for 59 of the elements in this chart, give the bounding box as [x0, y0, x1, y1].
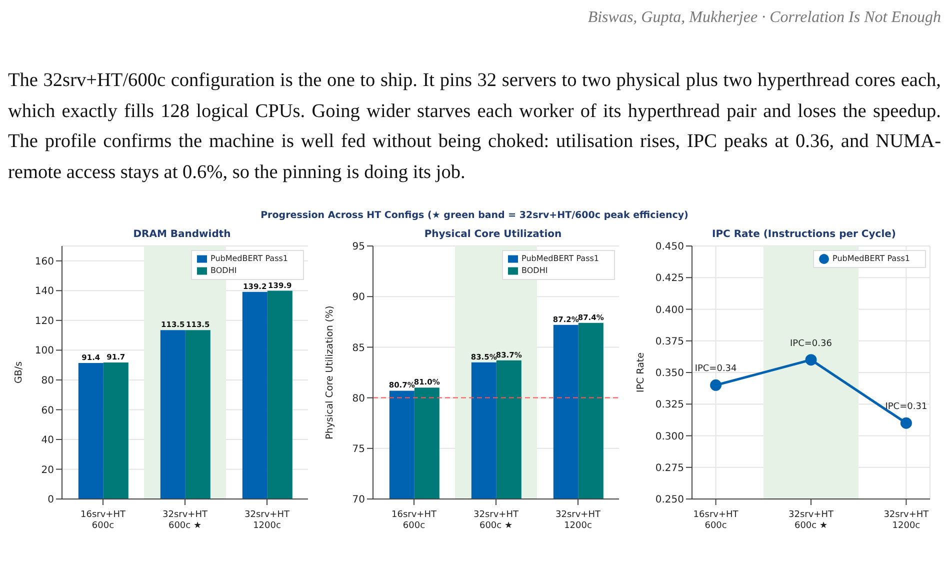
- text: Progression Across HT Configs (★ green band = 32srv+HT/600c peak efficiency): [260, 210, 690, 221]
- bar: [242, 292, 268, 499]
- y-tick-label: 100: [34, 346, 54, 357]
- y-tick-label: 0.325: [655, 400, 684, 411]
- y-tick-label: 95: [352, 242, 365, 253]
- data-label: IPC=0.31: [885, 402, 928, 412]
- text: The 32srv+HT/600c configuration is the one to ship. It pins 32 servers to two physical plus two hyperthread cores each, which exactly fills 128 logical CPUs. Going wider starves each worker of its hyperthread pair and loses the speedup. The profile confirms the machine is well fed without being choked: utilisation rises, IPC peaks at 0.36, and NUMA-remote access stays at 0.6%, so the pinning is doing its job.: [8, 69, 941, 184]
- legend-label: PubMedBERT Pass1: [832, 254, 910, 263]
- y-axis-title: GB/s: [13, 361, 24, 384]
- y-tick-label: 0.350: [655, 368, 684, 380]
- bar: [160, 330, 186, 499]
- y-tick-label: 90: [352, 292, 365, 304]
- y-tick-label: 0.425: [655, 273, 684, 284]
- y-tick-label: 0.250: [655, 494, 684, 506]
- x-tick-label: 32srv+HT 600c ★: [474, 510, 519, 531]
- y-tick-label: 40: [41, 435, 54, 446]
- x-tick-label: 32srv+HT 600c ★: [788, 510, 834, 531]
- data-label: IPC=0.36: [790, 338, 832, 349]
- x-tick-label: 32srv+HT 600c ★: [162, 510, 208, 531]
- point: [710, 379, 722, 391]
- y-tick-label: 75: [352, 444, 365, 455]
- y-tick-label: 0.400: [655, 304, 684, 316]
- chart-title: Physical Core Utilization: [423, 229, 563, 242]
- chart-title: DRAM Bandwidth: [132, 229, 232, 242]
- y-tick-label: 0: [48, 494, 54, 506]
- bar: [78, 362, 104, 499]
- y-tick-label: 120: [34, 316, 54, 327]
- y-tick-label: 20: [41, 464, 54, 476]
- legend-label: PubMedBERT Pass1: [210, 254, 288, 263]
- y-axis-title: IPC Rate: [635, 352, 646, 392]
- legend-label: PubMedBERT Pass1: [522, 254, 599, 263]
- bar: [103, 362, 128, 499]
- y-axis-title: Physical Core Utilization (%): [324, 306, 336, 440]
- y-tick-label: 80: [352, 393, 365, 404]
- y-tick-label: 85: [352, 342, 365, 354]
- text: Biswas, Gupta, Mukherjee · Correlation Is Not Enough: [586, 8, 941, 28]
- bar: [267, 290, 292, 499]
- y-tick-label: 0.275: [655, 462, 684, 474]
- x-tick-label: 32srv+HT 1200c: [244, 510, 290, 531]
- y-tick-label: 140: [34, 286, 54, 298]
- y-tick-label: 70: [352, 494, 365, 506]
- legend-label: BODHI: [522, 266, 548, 275]
- x-tick-label: 16srv+HT 600c: [80, 510, 126, 531]
- bar: [185, 330, 210, 499]
- x-tick-label: 32srv+HT 1200c: [556, 510, 601, 531]
- y-tick-label: 160: [34, 256, 54, 268]
- x-tick-label: 16srv+HT 600c: [693, 510, 739, 531]
- data-label: IPC=0.34: [694, 364, 738, 374]
- y-tick-label: 80: [41, 375, 54, 386]
- y-tick-label: 0.375: [655, 336, 684, 348]
- point: [805, 354, 817, 366]
- y-tick-label: 0.450: [655, 242, 684, 253]
- legend-label: BODHI: [210, 266, 237, 275]
- x-tick-label: 32srv+HT 1200c: [884, 510, 930, 531]
- y-tick-label: 60: [41, 405, 54, 416]
- chart-title: IPC Rate (Instructions per Cycle): [710, 229, 898, 242]
- x-tick-label: 16srv+HT 600c: [392, 510, 437, 531]
- point: [900, 417, 912, 429]
- y-tick-label: 0.300: [655, 431, 684, 442]
